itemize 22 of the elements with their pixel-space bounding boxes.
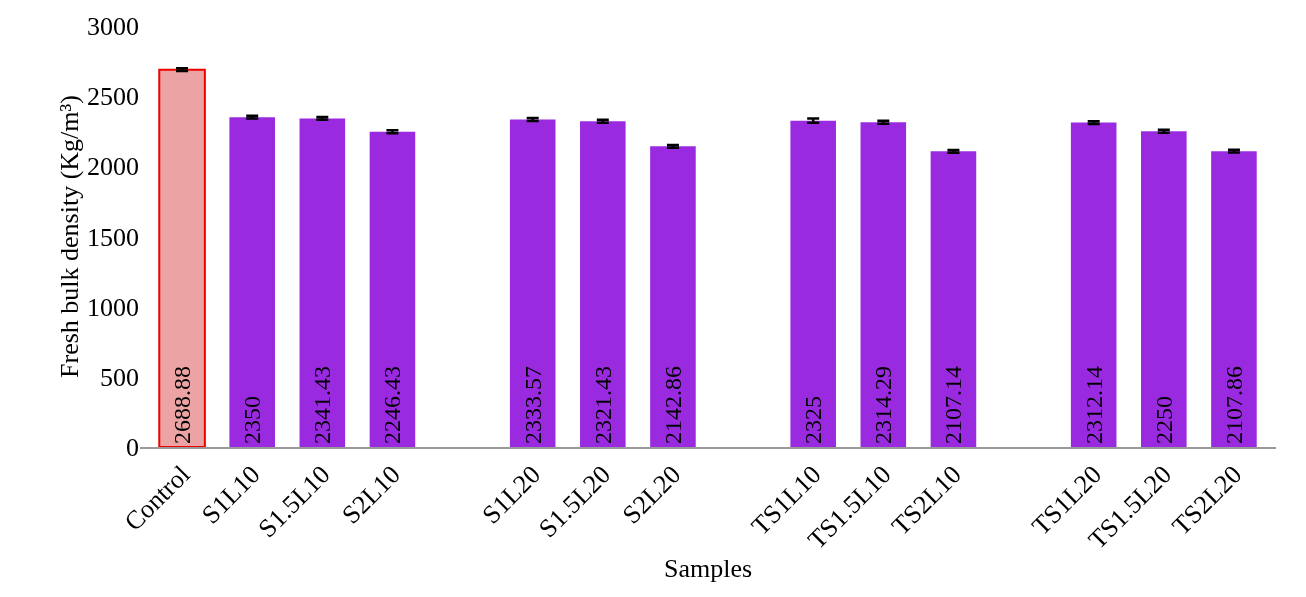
- data-label: 2246.43: [379, 366, 406, 444]
- data-label: 2107.14: [940, 366, 967, 444]
- y-tick-label: 1000: [87, 292, 139, 322]
- x-axis-title: Samples: [663, 553, 753, 583]
- y-tick-label: 2500: [87, 82, 139, 112]
- data-label: 2688.88: [169, 366, 196, 444]
- data-label: 2321.43: [589, 366, 616, 444]
- data-label: 2333.57: [519, 366, 546, 444]
- y-tick-label: 2000: [87, 152, 139, 182]
- data-label: 2314.29: [870, 366, 897, 444]
- data-label: 2250: [1150, 396, 1177, 444]
- data-label: 2325: [800, 396, 827, 444]
- data-label: 2142.86: [659, 366, 686, 444]
- y-tick-label: 1500: [87, 222, 139, 252]
- y-tick-label: 3000: [87, 12, 139, 42]
- data-label: 2350: [239, 396, 266, 444]
- y-tick-label: 500: [100, 362, 139, 392]
- data-label: 2312.14: [1080, 366, 1107, 444]
- data-label: 2107.86: [1220, 366, 1247, 444]
- data-label: 2341.43: [309, 366, 336, 444]
- y-tick-label: 0: [126, 433, 139, 463]
- y-axis-title: Fresh bulk density (Kg/m³): [55, 95, 84, 378]
